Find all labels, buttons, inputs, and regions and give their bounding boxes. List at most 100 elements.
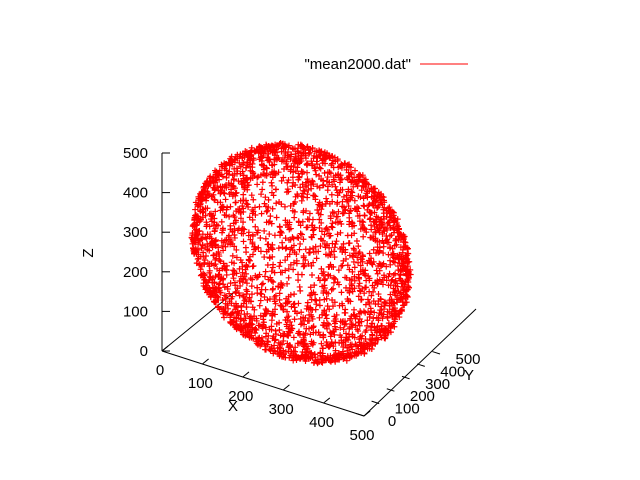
data-point <box>318 219 325 226</box>
data-point <box>358 256 365 263</box>
data-point <box>339 210 346 217</box>
data-point <box>286 219 293 226</box>
data-point <box>389 276 396 283</box>
data-point <box>352 341 359 348</box>
data-point <box>245 182 252 189</box>
data-point <box>353 237 360 244</box>
data-point <box>362 272 369 279</box>
data-point <box>321 282 328 289</box>
data-point <box>327 215 334 222</box>
data-point <box>403 252 410 259</box>
data-point <box>383 213 390 220</box>
data-point <box>242 164 249 171</box>
data-point <box>253 146 260 153</box>
data-point <box>404 246 411 253</box>
data-point <box>404 277 411 284</box>
data-point <box>284 317 291 324</box>
data-point <box>207 231 214 238</box>
data-point <box>249 304 256 311</box>
data-point <box>266 254 273 261</box>
data-point <box>346 289 353 296</box>
data-point <box>361 224 368 231</box>
data-point <box>329 303 336 310</box>
data-point <box>282 267 289 274</box>
z-tick-label: 200 <box>123 264 148 281</box>
data-point <box>282 235 289 242</box>
data-point <box>361 212 368 219</box>
data-point <box>372 327 379 334</box>
data-point <box>359 258 366 265</box>
x-axis-title: X <box>228 398 238 415</box>
data-point <box>246 294 253 301</box>
data-point <box>377 224 384 231</box>
data-point <box>342 206 349 213</box>
data-point <box>248 291 255 298</box>
data-point <box>242 315 249 322</box>
data-point <box>219 242 225 249</box>
data-point <box>375 249 382 256</box>
data-point <box>292 155 299 162</box>
data-point <box>291 291 298 298</box>
data-point <box>335 174 342 181</box>
data-point <box>375 301 382 308</box>
data-point <box>338 334 345 341</box>
data-point <box>324 325 331 332</box>
data-point <box>324 198 331 205</box>
data-point <box>376 267 383 274</box>
data-point <box>285 265 292 272</box>
data-point <box>227 155 234 162</box>
data-point <box>254 290 261 297</box>
data-point <box>354 213 361 220</box>
data-point <box>272 292 279 299</box>
data-point <box>231 279 238 286</box>
x-tick-mark <box>282 384 290 391</box>
data-point <box>222 196 229 203</box>
data-point <box>360 253 367 260</box>
data-point <box>266 218 273 225</box>
data-point <box>246 153 253 160</box>
data-point <box>298 152 305 159</box>
data-point <box>354 182 361 189</box>
data-point <box>318 228 325 235</box>
data-point <box>387 261 394 268</box>
x-axis-line <box>161 350 365 417</box>
data-point <box>332 347 339 354</box>
data-point <box>373 335 380 342</box>
data-point <box>284 148 291 155</box>
data-point <box>297 287 304 294</box>
data-point <box>276 327 283 334</box>
data-point <box>239 279 246 286</box>
data-point <box>378 303 385 310</box>
data-point <box>380 260 387 267</box>
data-point <box>308 185 315 192</box>
data-point <box>351 306 358 313</box>
data-point <box>259 144 266 151</box>
data-point <box>247 275 254 282</box>
data-point <box>378 310 385 317</box>
data-point <box>257 297 264 304</box>
data-point <box>239 269 246 276</box>
data-point <box>197 207 204 214</box>
data-point <box>332 219 339 226</box>
data-point <box>260 321 267 328</box>
data-point <box>284 253 291 260</box>
data-point <box>261 227 268 234</box>
data-point <box>298 339 305 346</box>
data-point <box>344 344 351 351</box>
data-point <box>384 329 391 336</box>
data-point <box>308 158 315 165</box>
data-point <box>222 243 229 250</box>
data-point <box>371 223 378 230</box>
data-point <box>200 249 207 256</box>
data-point <box>355 293 362 300</box>
data-point <box>312 196 319 203</box>
data-point <box>272 186 279 193</box>
data-point <box>204 243 211 250</box>
data-point <box>295 354 302 361</box>
data-point <box>389 306 396 313</box>
data-point <box>406 284 413 291</box>
data-point <box>318 265 325 272</box>
data-point <box>357 262 364 269</box>
data-point <box>216 167 223 174</box>
data-point <box>221 292 228 299</box>
